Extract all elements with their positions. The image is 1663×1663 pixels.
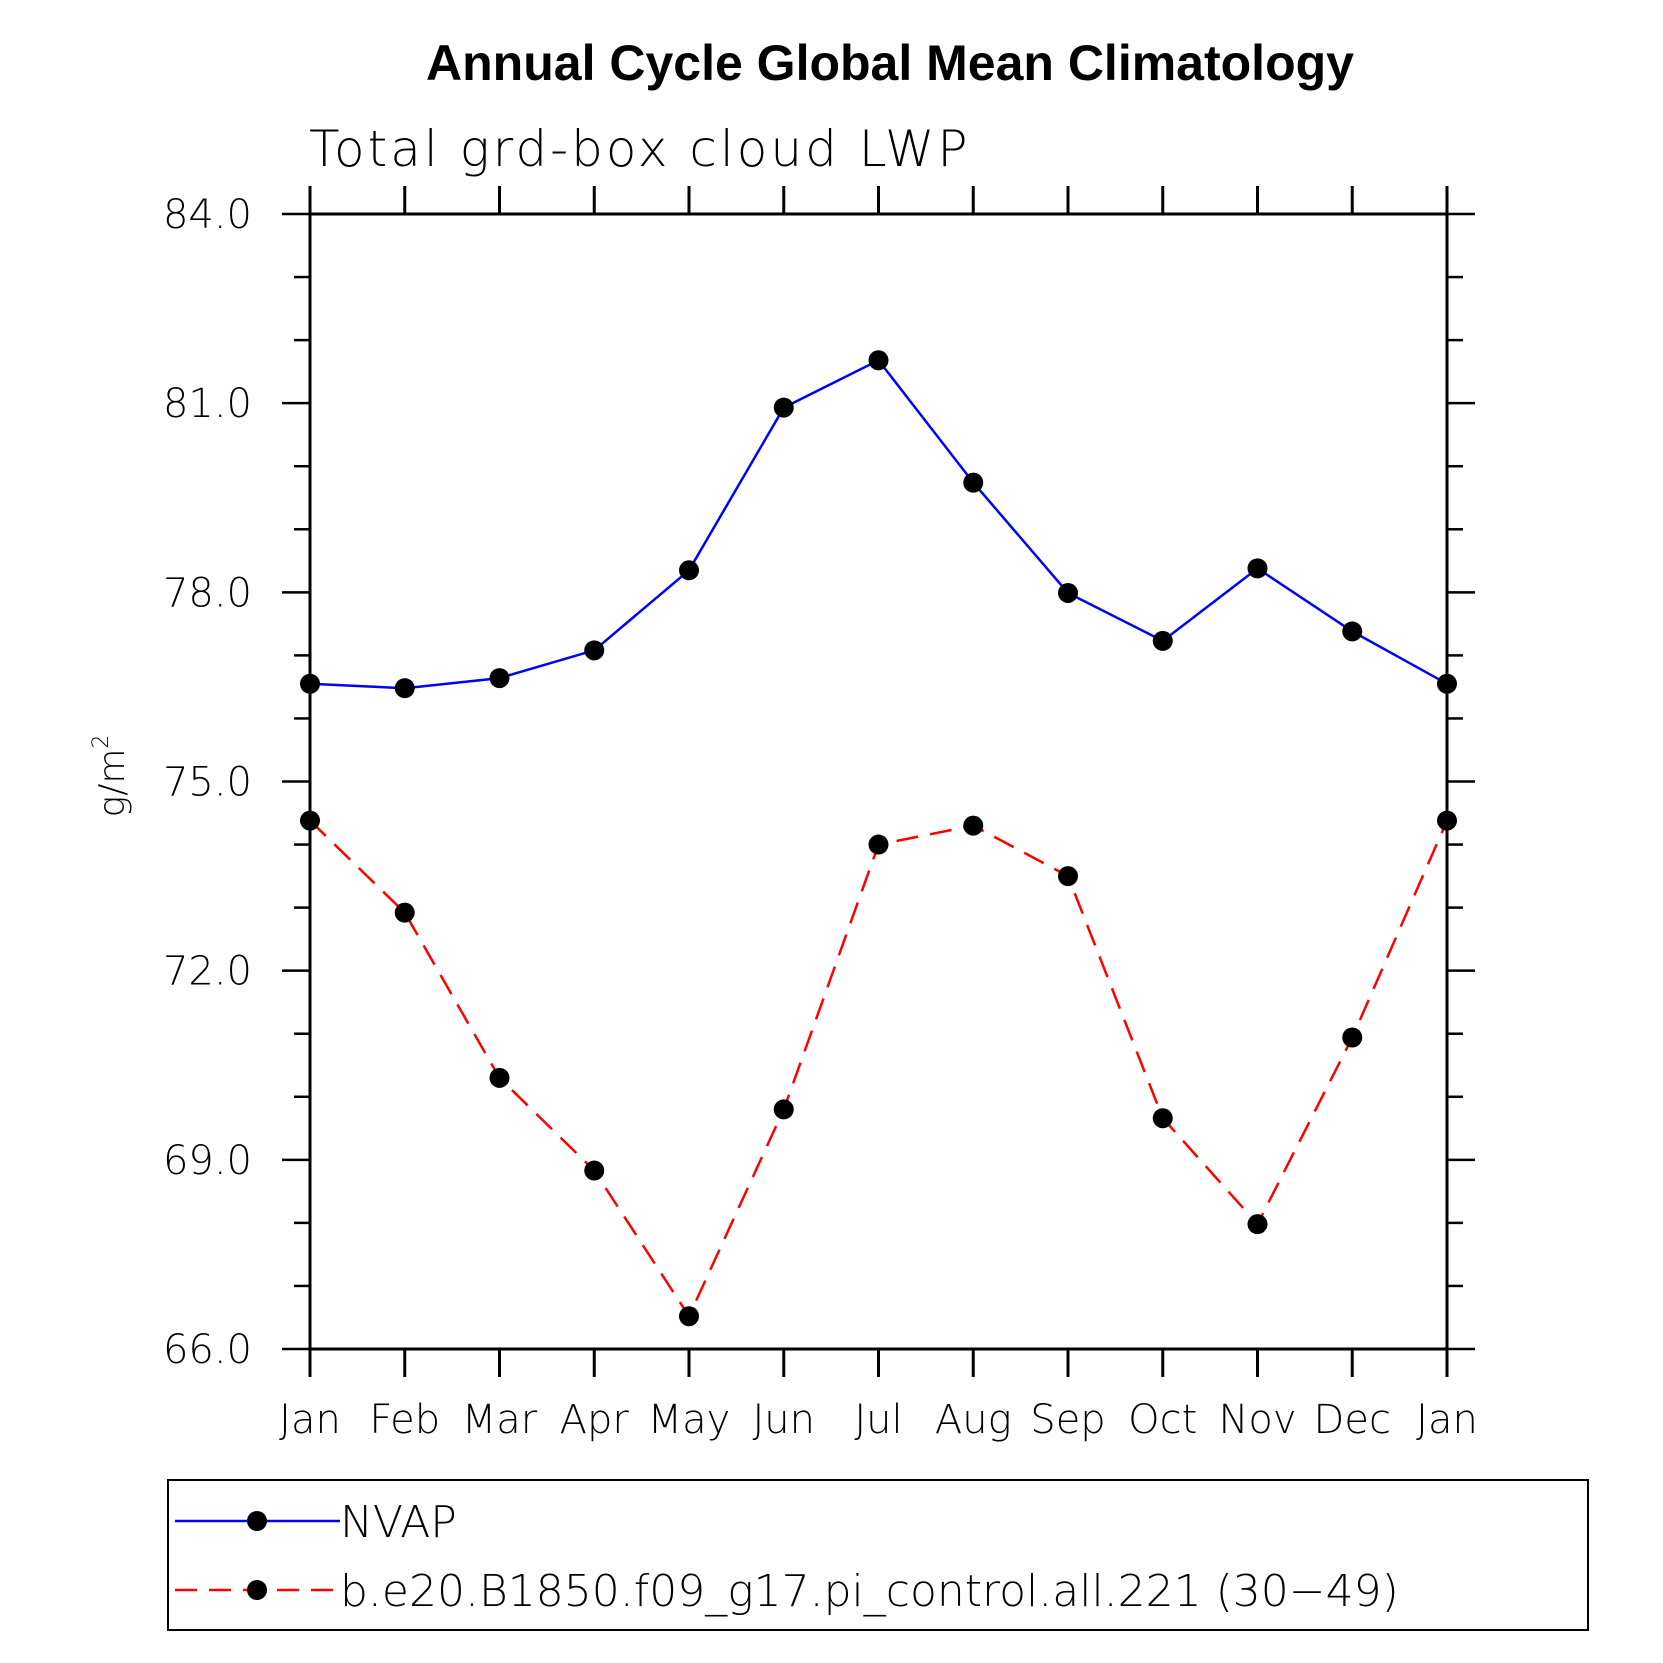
- series-1-point: [1437, 810, 1457, 831]
- series-1-point: [1152, 1108, 1173, 1129]
- series-1-point: [394, 902, 415, 923]
- x-tick-label: Jan: [1416, 1397, 1478, 1443]
- legend-marker-nvap: [247, 1511, 267, 1531]
- y-axis-label: g/m2: [89, 735, 133, 818]
- series-line-0: [309, 358, 1448, 690]
- series-0-point: [868, 350, 889, 371]
- legend-box: [167, 1479, 1589, 1631]
- plot-frame: [308, 212, 1449, 1351]
- series-0-point: [679, 560, 699, 581]
- y-axis-label-base: g/m: [92, 749, 133, 818]
- y-tick-label: 69.0: [163, 1138, 252, 1184]
- series-1-point: [679, 1306, 699, 1327]
- legend: NVAP b.e20.B1850.f09_g17.pi_control.all.…: [167, 1479, 1589, 1631]
- series-0-point: [963, 472, 984, 493]
- y-axis-label-superscript: 2: [89, 735, 114, 749]
- x-tick-label: May: [648, 1397, 731, 1443]
- x-tick-labels: Jan Feb Mar Apr May Jun Jul Aug Sep Oct Nov Dec Jan: [279, 1397, 1478, 1443]
- series-0-point: [489, 668, 510, 689]
- series-1-point: [584, 1160, 605, 1181]
- series-0-point: [1247, 558, 1268, 579]
- y-tick-label: 84.0: [163, 192, 252, 238]
- y-tick-labels: 66.0 69.0 72.0 75.0 78.0 81.0 84.0: [163, 192, 252, 1373]
- series-0-point: [773, 397, 794, 418]
- series-1-point: [1342, 1027, 1363, 1048]
- chart-title: Annual Cycle Global Mean Climatology: [426, 35, 1354, 91]
- series-1-point: [489, 1067, 510, 1088]
- x-tick-label: Aug: [935, 1397, 1012, 1443]
- x-tick-label: Oct: [1128, 1397, 1197, 1443]
- series-1-point: [868, 834, 889, 855]
- series-0-point: [1058, 582, 1078, 603]
- series-1-point: [1247, 1214, 1268, 1235]
- series-1-point: [773, 1099, 794, 1120]
- series-0-point: [1152, 630, 1173, 651]
- series-0-point: [300, 673, 320, 694]
- y-tick-label: 66.0: [163, 1327, 252, 1373]
- legend-label-nvap: NVAP: [340, 1497, 457, 1548]
- y-tick-label: 72.0: [163, 949, 252, 995]
- y-tick-label: 78.0: [163, 570, 252, 616]
- x-tick-label: Jan: [279, 1397, 341, 1443]
- series-0-point: [584, 640, 605, 661]
- x-tick-label: Jun: [753, 1397, 816, 1443]
- x-tick-label: Mar: [462, 1397, 538, 1443]
- plot-axes: [282, 186, 1475, 1377]
- series-1-point: [963, 815, 984, 836]
- x-tick-label: Nov: [1218, 1397, 1296, 1443]
- series-line-1: [309, 819, 1449, 1319]
- x-tick-label: Feb: [369, 1397, 440, 1443]
- legend-marker-model: [247, 1580, 267, 1600]
- x-tick-label: Dec: [1314, 1397, 1391, 1443]
- x-tick-label: Sep: [1030, 1397, 1105, 1443]
- x-tick-label: Apr: [560, 1397, 630, 1443]
- y-tick-label: 81.0: [163, 381, 252, 427]
- legend-label-model: b.e20.B1850.f09_g17.pi_control.all.221 (…: [340, 1566, 1399, 1617]
- y-tick-label: 75.0: [163, 760, 252, 806]
- chart-subtitle: Total grd-box cloud LWP: [309, 120, 971, 178]
- series-1-point: [1058, 866, 1078, 887]
- series-1-point: [300, 810, 320, 831]
- x-tick-label: Jul: [854, 1397, 902, 1443]
- series-0-point: [1342, 621, 1363, 642]
- series-0-point: [1437, 673, 1457, 694]
- series-0-point: [394, 678, 415, 699]
- series-layer: [300, 350, 1457, 1327]
